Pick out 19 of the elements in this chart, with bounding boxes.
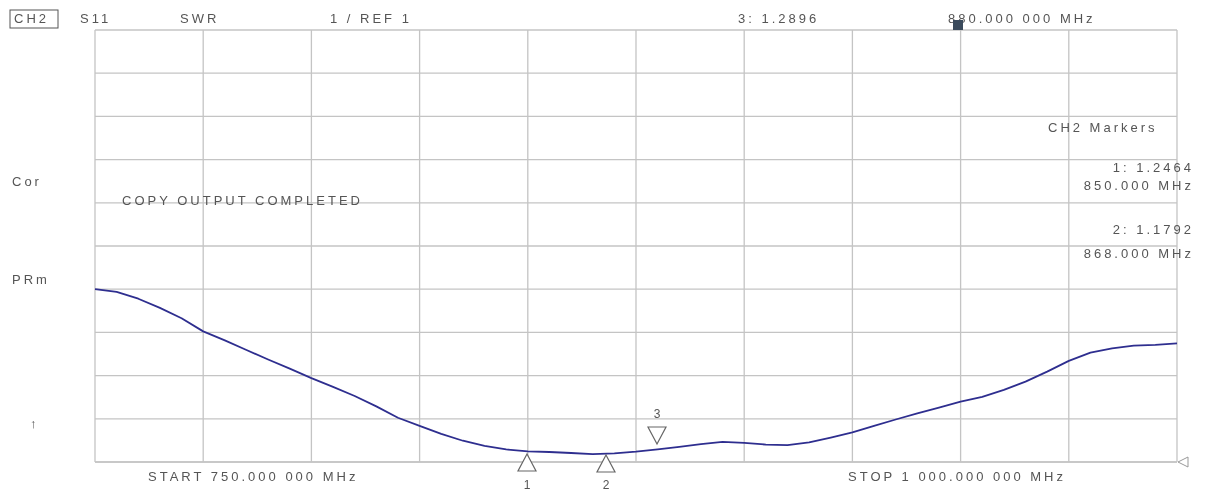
text: S11 [80,11,112,26]
text: 1 [523,478,531,492]
text: CH2 Markers [1048,120,1158,135]
text: 1 / REF 1 [330,11,412,26]
text: CH2 [14,11,50,26]
text: 2: 1.1792 [1112,222,1194,237]
annotation: 3 [653,407,661,421]
text: START 750.000 000 MHz [148,469,359,484]
text: 868.000 MHz [1083,246,1194,261]
text: Cor [12,174,42,189]
text: SWR [180,11,220,26]
text: STOP 1 000.000 000 MHz [848,469,1067,484]
text: ↑ [30,416,40,431]
text: PRm [12,272,50,287]
text: 2 [602,478,610,492]
text: 3: 1.2896 [738,11,820,26]
text: 850.000 MHz [1083,178,1194,193]
text: COPY OUTPUT COMPLETED [122,193,363,208]
text: 1: 1.2464 [1112,160,1194,175]
